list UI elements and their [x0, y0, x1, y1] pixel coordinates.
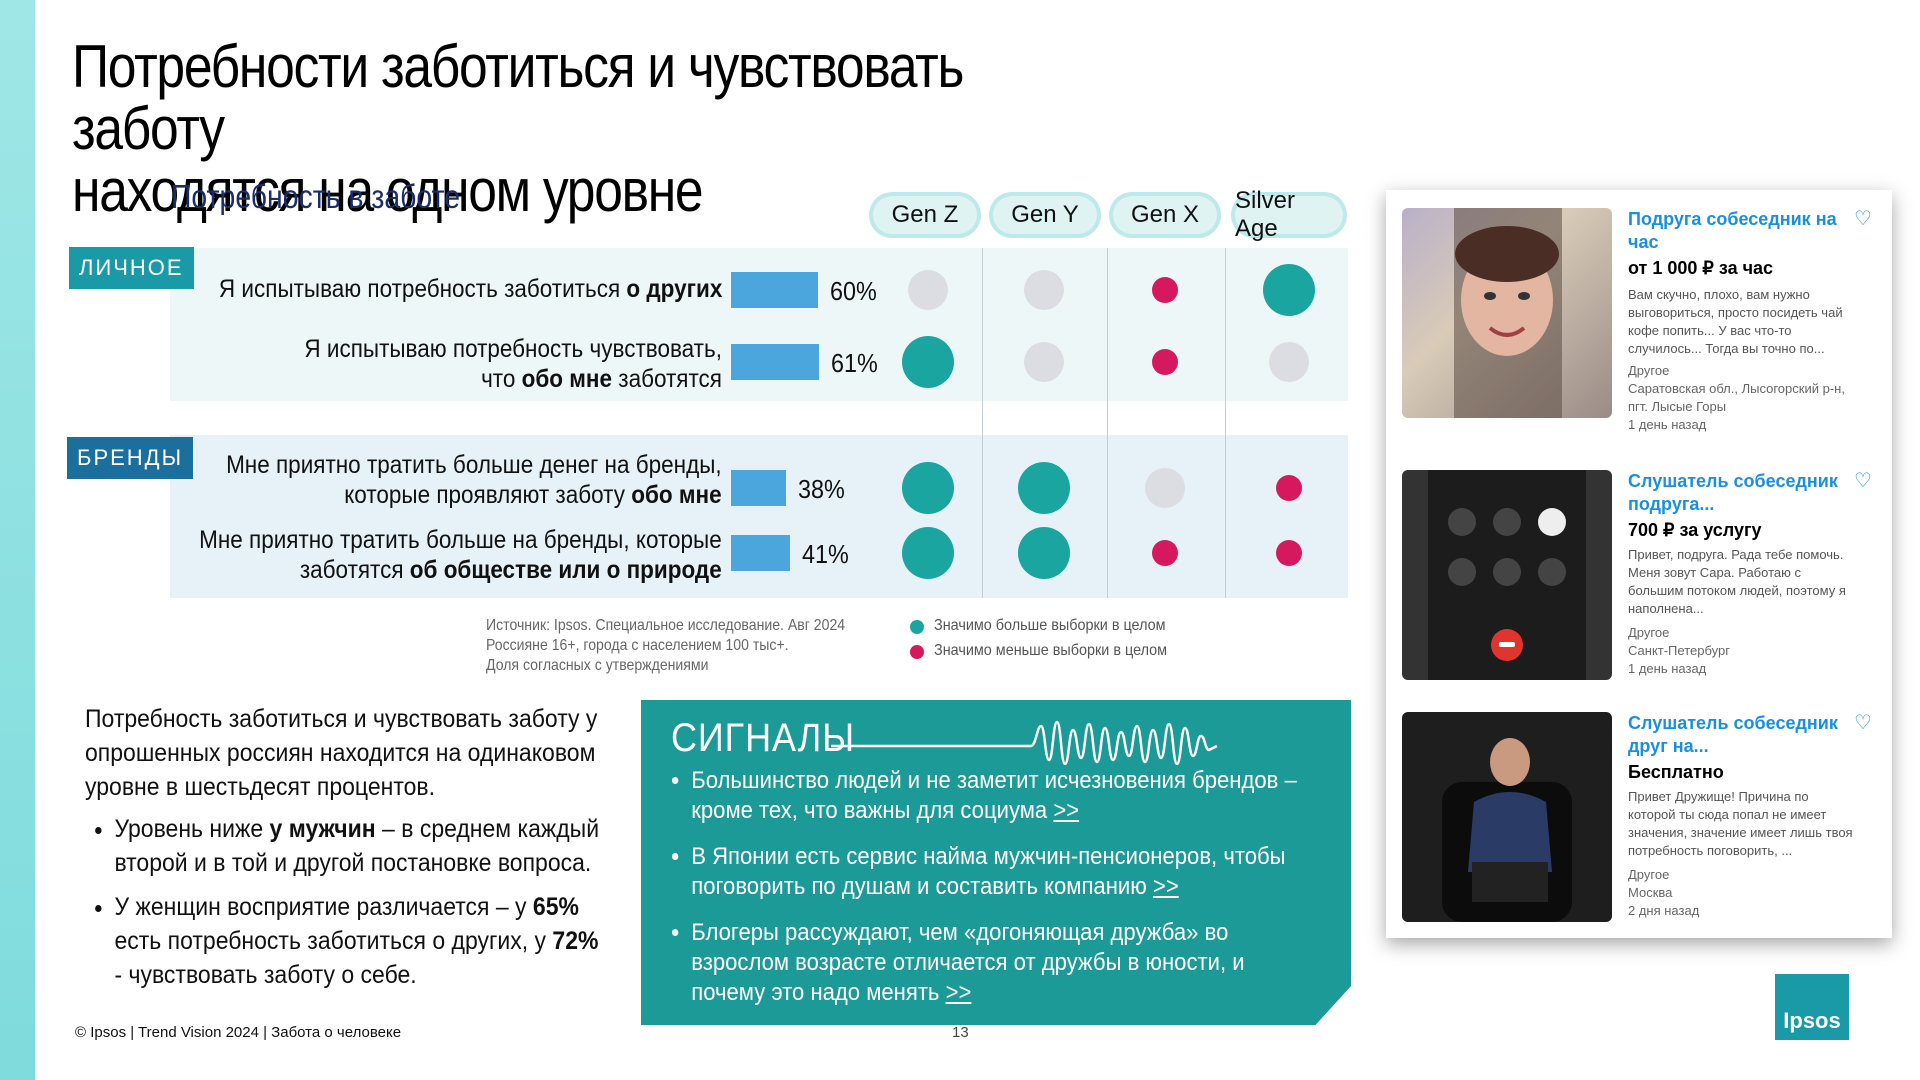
- ad-description: Вам скучно, плохо, вам нужно выговоритьс…: [1628, 287, 1843, 356]
- ad-price: 700 ₽ за услугу: [1628, 520, 1762, 540]
- ad-title-link[interactable]: Слушатель собеседник подруга...: [1628, 471, 1838, 514]
- chart-subtitle: Потребность в заботе: [171, 178, 461, 215]
- significance-dot-low: [1152, 540, 1178, 566]
- signals-list: Большинство людей и не заметит исчезнове…: [671, 766, 1298, 1024]
- summary-intro: Потребность заботиться и чувствовать заб…: [85, 705, 598, 801]
- legend-high-dot: [910, 620, 924, 634]
- summary-text: Потребность заботиться и чувствовать заб…: [85, 702, 645, 1002]
- ad-photo[interactable]: [1402, 208, 1612, 418]
- significance-dot-neutral: [1269, 342, 1309, 382]
- significance-dot-low: [1276, 475, 1302, 501]
- ad-meta: Другое Саратовская обл., Лысогорский р-н…: [1628, 363, 1845, 432]
- column-divider: [1225, 248, 1226, 598]
- column-divider: [982, 248, 983, 598]
- significance-dot-high: [902, 462, 954, 514]
- significance-dot-neutral: [1145, 468, 1185, 508]
- significance-dot-neutral: [908, 270, 948, 310]
- favorite-heart-icon[interactable]: ♡: [1854, 712, 1872, 734]
- ad-price: от 1 000 ₽ за час: [1628, 258, 1774, 278]
- signal-link[interactable]: >>: [1053, 797, 1080, 824]
- significance-dot-high: [902, 527, 954, 579]
- ad-title-link[interactable]: Подруга собеседник на час: [1628, 209, 1837, 252]
- signals-title: СИГНАЛЫ: [671, 716, 855, 760]
- section-tag-personal: ЛИЧНОЕ: [69, 247, 194, 289]
- ipsos-logo: Ipsos: [1775, 974, 1849, 1040]
- statement-care-for-others: Я испытываю потребность заботиться о дру…: [218, 275, 722, 303]
- gen-header-gen-z: Gen Z: [873, 196, 977, 234]
- section-tag-brands: БРЕНДЫ: [67, 437, 194, 479]
- value-label: 41%: [802, 539, 850, 569]
- significance-dot-high: [1018, 527, 1070, 579]
- value-label: 38%: [798, 474, 845, 504]
- summary-bullet-men: Уровень ниже у мужчин – в среднем каждый…: [114, 812, 600, 880]
- page-number: 13: [952, 1024, 969, 1041]
- ad-photo[interactable]: [1402, 712, 1612, 922]
- phone-call-screen-icon: [1428, 470, 1586, 680]
- value-bar: [731, 470, 787, 506]
- value-label: 61%: [831, 348, 879, 378]
- statement-feel-cared-for: Я испытываю потребность чувствовать, что…: [304, 335, 722, 393]
- signal-link[interactable]: >>: [945, 979, 972, 1006]
- legend-low-dot: [910, 645, 924, 659]
- significance-dot-high: [1018, 462, 1070, 514]
- value-bar: [731, 535, 791, 571]
- man-in-chair-icon: [1442, 738, 1572, 922]
- favorite-heart-icon[interactable]: ♡: [1854, 208, 1872, 230]
- page-title: Потребности заботиться и чувствовать заб…: [72, 33, 964, 224]
- left-accent-bar: [0, 0, 35, 1080]
- favorite-heart-icon[interactable]: ♡: [1854, 470, 1872, 492]
- signal-item: Большинство людей и не заметит исчезнове…: [691, 766, 1298, 826]
- gen-header-gen-x: Gen X: [1113, 196, 1217, 234]
- legend-high-label: Значимо больше выборки в целом: [934, 617, 1166, 634]
- signal-item: Блогеры рассуждают, чем «догоняющая друж…: [691, 918, 1298, 1008]
- signal-wave-icon: [831, 720, 1218, 766]
- ad-photo[interactable]: [1402, 470, 1612, 680]
- signals-box: СИГНАЛЫ Большинство людей и не заметит и…: [641, 700, 1351, 1025]
- gen-header-silver-age: Silver Age: [1235, 187, 1343, 242]
- significance-dot-low: [1152, 349, 1178, 375]
- value-bar: [731, 344, 820, 380]
- source-note: Источник: Ipsos. Специальное исследовани…: [486, 617, 846, 674]
- significance-dot-high: [1263, 264, 1315, 316]
- significance-dot-low: [1276, 540, 1302, 566]
- ads-panel: Подруга собеседник на час ♡ от 1 000 ₽ з…: [1386, 190, 1892, 938]
- significance-dot-high: [902, 336, 954, 388]
- footer-copyright: © Ipsos | Trend Vision 2024 | Забота о ч…: [75, 1024, 402, 1041]
- significance-dot-neutral: [1024, 342, 1064, 382]
- signal-item: В Японии есть сервис найма мужчин-пенсио…: [691, 842, 1298, 902]
- significance-dot-neutral: [1024, 270, 1064, 310]
- ad-price: Бесплатно: [1628, 762, 1724, 782]
- ad-title-link[interactable]: Слушатель собеседник друг на...: [1628, 713, 1838, 756]
- value-bar: [731, 272, 818, 308]
- summary-bullet-women: У женщин восприятие различается – у 65% …: [114, 890, 600, 992]
- woman-portrait-icon: [1454, 208, 1562, 418]
- column-divider: [1107, 248, 1108, 598]
- ad-meta: Другое Санкт-Петербург 1 день назад: [1628, 625, 1730, 676]
- legend-low-label: Значимо меньше выборки в целом: [934, 642, 1168, 659]
- ad-meta: Другое Москва 2 дня назад: [1628, 867, 1700, 918]
- statement-brands-care-for-me: Мне приятно тратить больше денег на брен…: [226, 451, 722, 509]
- signal-link[interactable]: >>: [1152, 873, 1179, 900]
- ad-description: Привет Дружище! Причина по которой ты сю…: [1628, 789, 1853, 858]
- ad-description: Привет, подруга. Рада тебе помочь. Меня …: [1628, 547, 1846, 616]
- value-label: 60%: [830, 276, 877, 306]
- gen-header-gen-y: Gen Y: [993, 196, 1097, 234]
- significance-dot-low: [1152, 277, 1178, 303]
- statement-brands-care-society: Мне приятно тратить больше на бренды, ко…: [199, 526, 722, 584]
